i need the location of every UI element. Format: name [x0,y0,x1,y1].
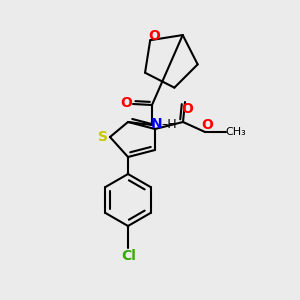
Text: O: O [201,118,213,132]
Text: O: O [148,29,160,43]
Text: O: O [181,102,193,116]
Text: CH₃: CH₃ [226,127,246,137]
Text: O: O [120,96,132,110]
Text: –H: –H [161,118,177,130]
Text: N: N [151,117,163,131]
Text: S: S [98,130,108,144]
Text: Cl: Cl [122,249,136,263]
